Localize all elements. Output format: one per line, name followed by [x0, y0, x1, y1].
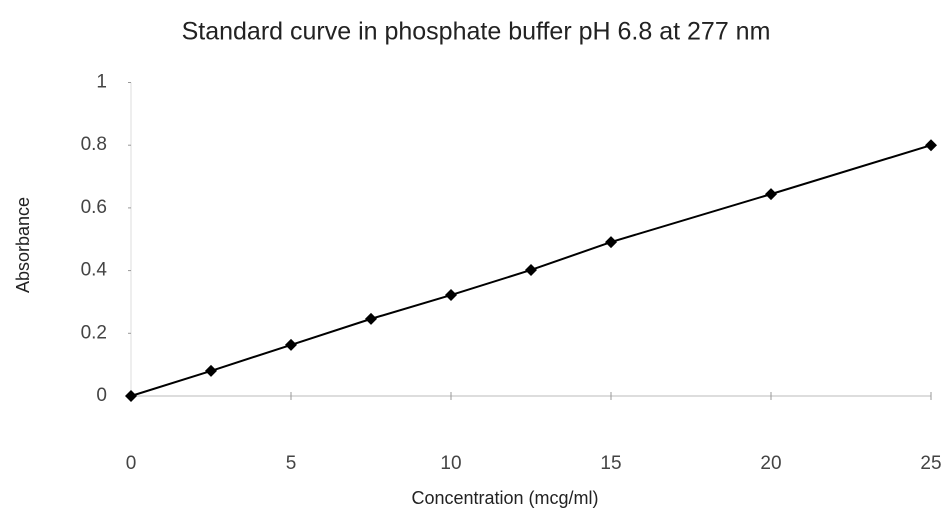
- data-point: [925, 139, 937, 152]
- chart-title: Standard curve in phosphate buffer pH 6.…: [182, 18, 771, 46]
- y-tick-label: 0.6: [81, 197, 107, 218]
- x-tick-label: 10: [440, 453, 461, 474]
- y-tick-label: 0.2: [81, 322, 107, 343]
- data-point: [205, 364, 217, 377]
- x-tick-label: 5: [286, 453, 297, 474]
- data-point: [765, 188, 777, 201]
- data-point: [125, 390, 137, 402]
- x-tick-label: 15: [600, 453, 621, 474]
- x-tick-label: 25: [920, 453, 941, 474]
- y-tick-label: 1: [96, 72, 107, 93]
- y-tick-label: 0: [96, 385, 107, 406]
- data-point: [605, 236, 617, 249]
- x-tick-label: 0: [126, 453, 137, 474]
- x-axis-label: Concentration (mcg/ml): [411, 488, 598, 508]
- data-point: [445, 289, 457, 302]
- data-point: [285, 338, 297, 351]
- x-tick-label: 20: [760, 453, 781, 474]
- data-point: [525, 263, 537, 276]
- data-point: [365, 312, 377, 325]
- y-tick-label: 0.8: [81, 134, 107, 155]
- y-tick-label: 0.4: [81, 260, 108, 281]
- y-axis-label: Absorbance: [13, 197, 33, 293]
